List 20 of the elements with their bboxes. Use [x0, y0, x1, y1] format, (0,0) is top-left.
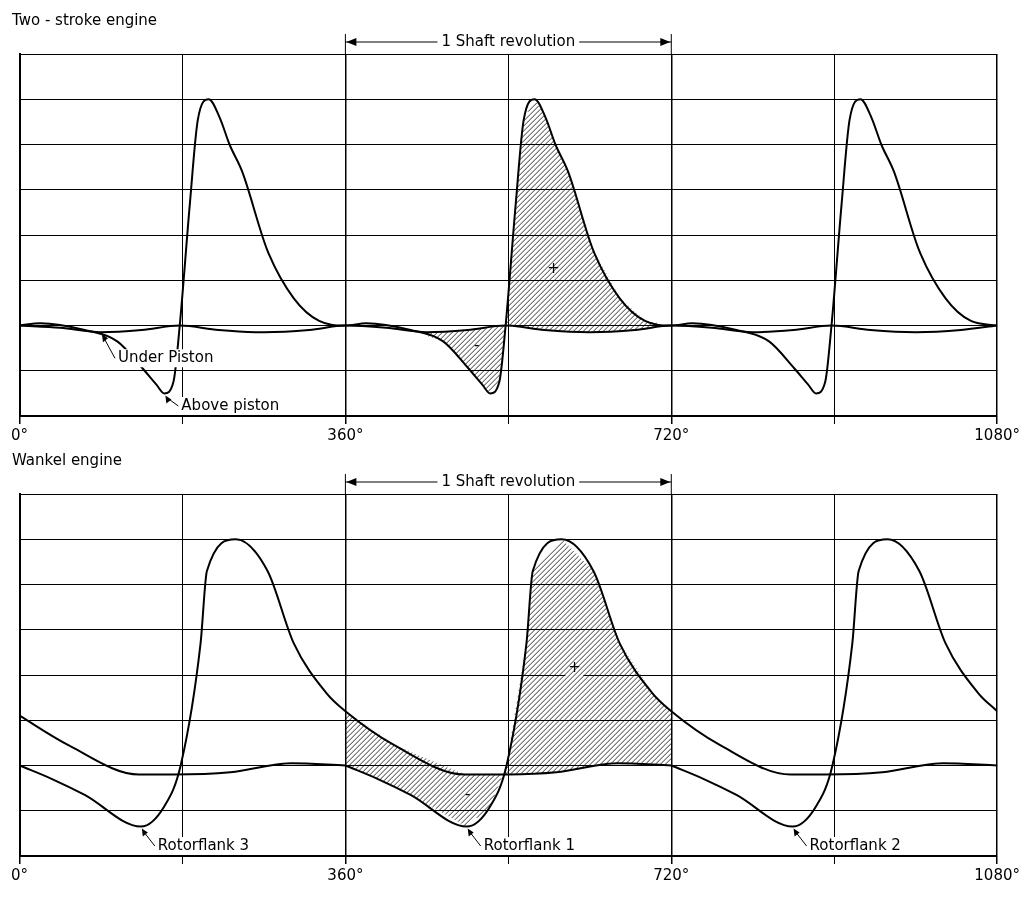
x-tick-label: 0°: [11, 865, 29, 884]
annotation: +: [547, 258, 560, 277]
x-tick-label: 720°: [653, 425, 690, 444]
x-tick-label: 360°: [327, 865, 364, 884]
annotation: -: [473, 335, 480, 354]
text: 1 Shaft revolution: [441, 31, 576, 50]
legend-label: Rotorflank 2: [809, 835, 901, 854]
x-tick-label: 1080°: [974, 425, 1021, 444]
annotation: +: [568, 658, 581, 677]
chart-title: Wankel engine: [12, 450, 123, 469]
x-tick-label: 360°: [327, 425, 364, 444]
x-tick-label: 720°: [653, 865, 690, 884]
legend-label: Rotorflank 1: [483, 835, 575, 854]
legend-label: Rotorflank 3: [157, 835, 250, 854]
legend-label: Under Piston: [117, 348, 214, 367]
chart-title: Two - stroke engine: [11, 10, 158, 29]
text: 1 Shaft revolution: [441, 471, 576, 490]
legend-label: Above piston: [181, 395, 280, 414]
x-tick-label: 0°: [11, 425, 29, 444]
x-tick-label: 1080°: [974, 865, 1021, 884]
